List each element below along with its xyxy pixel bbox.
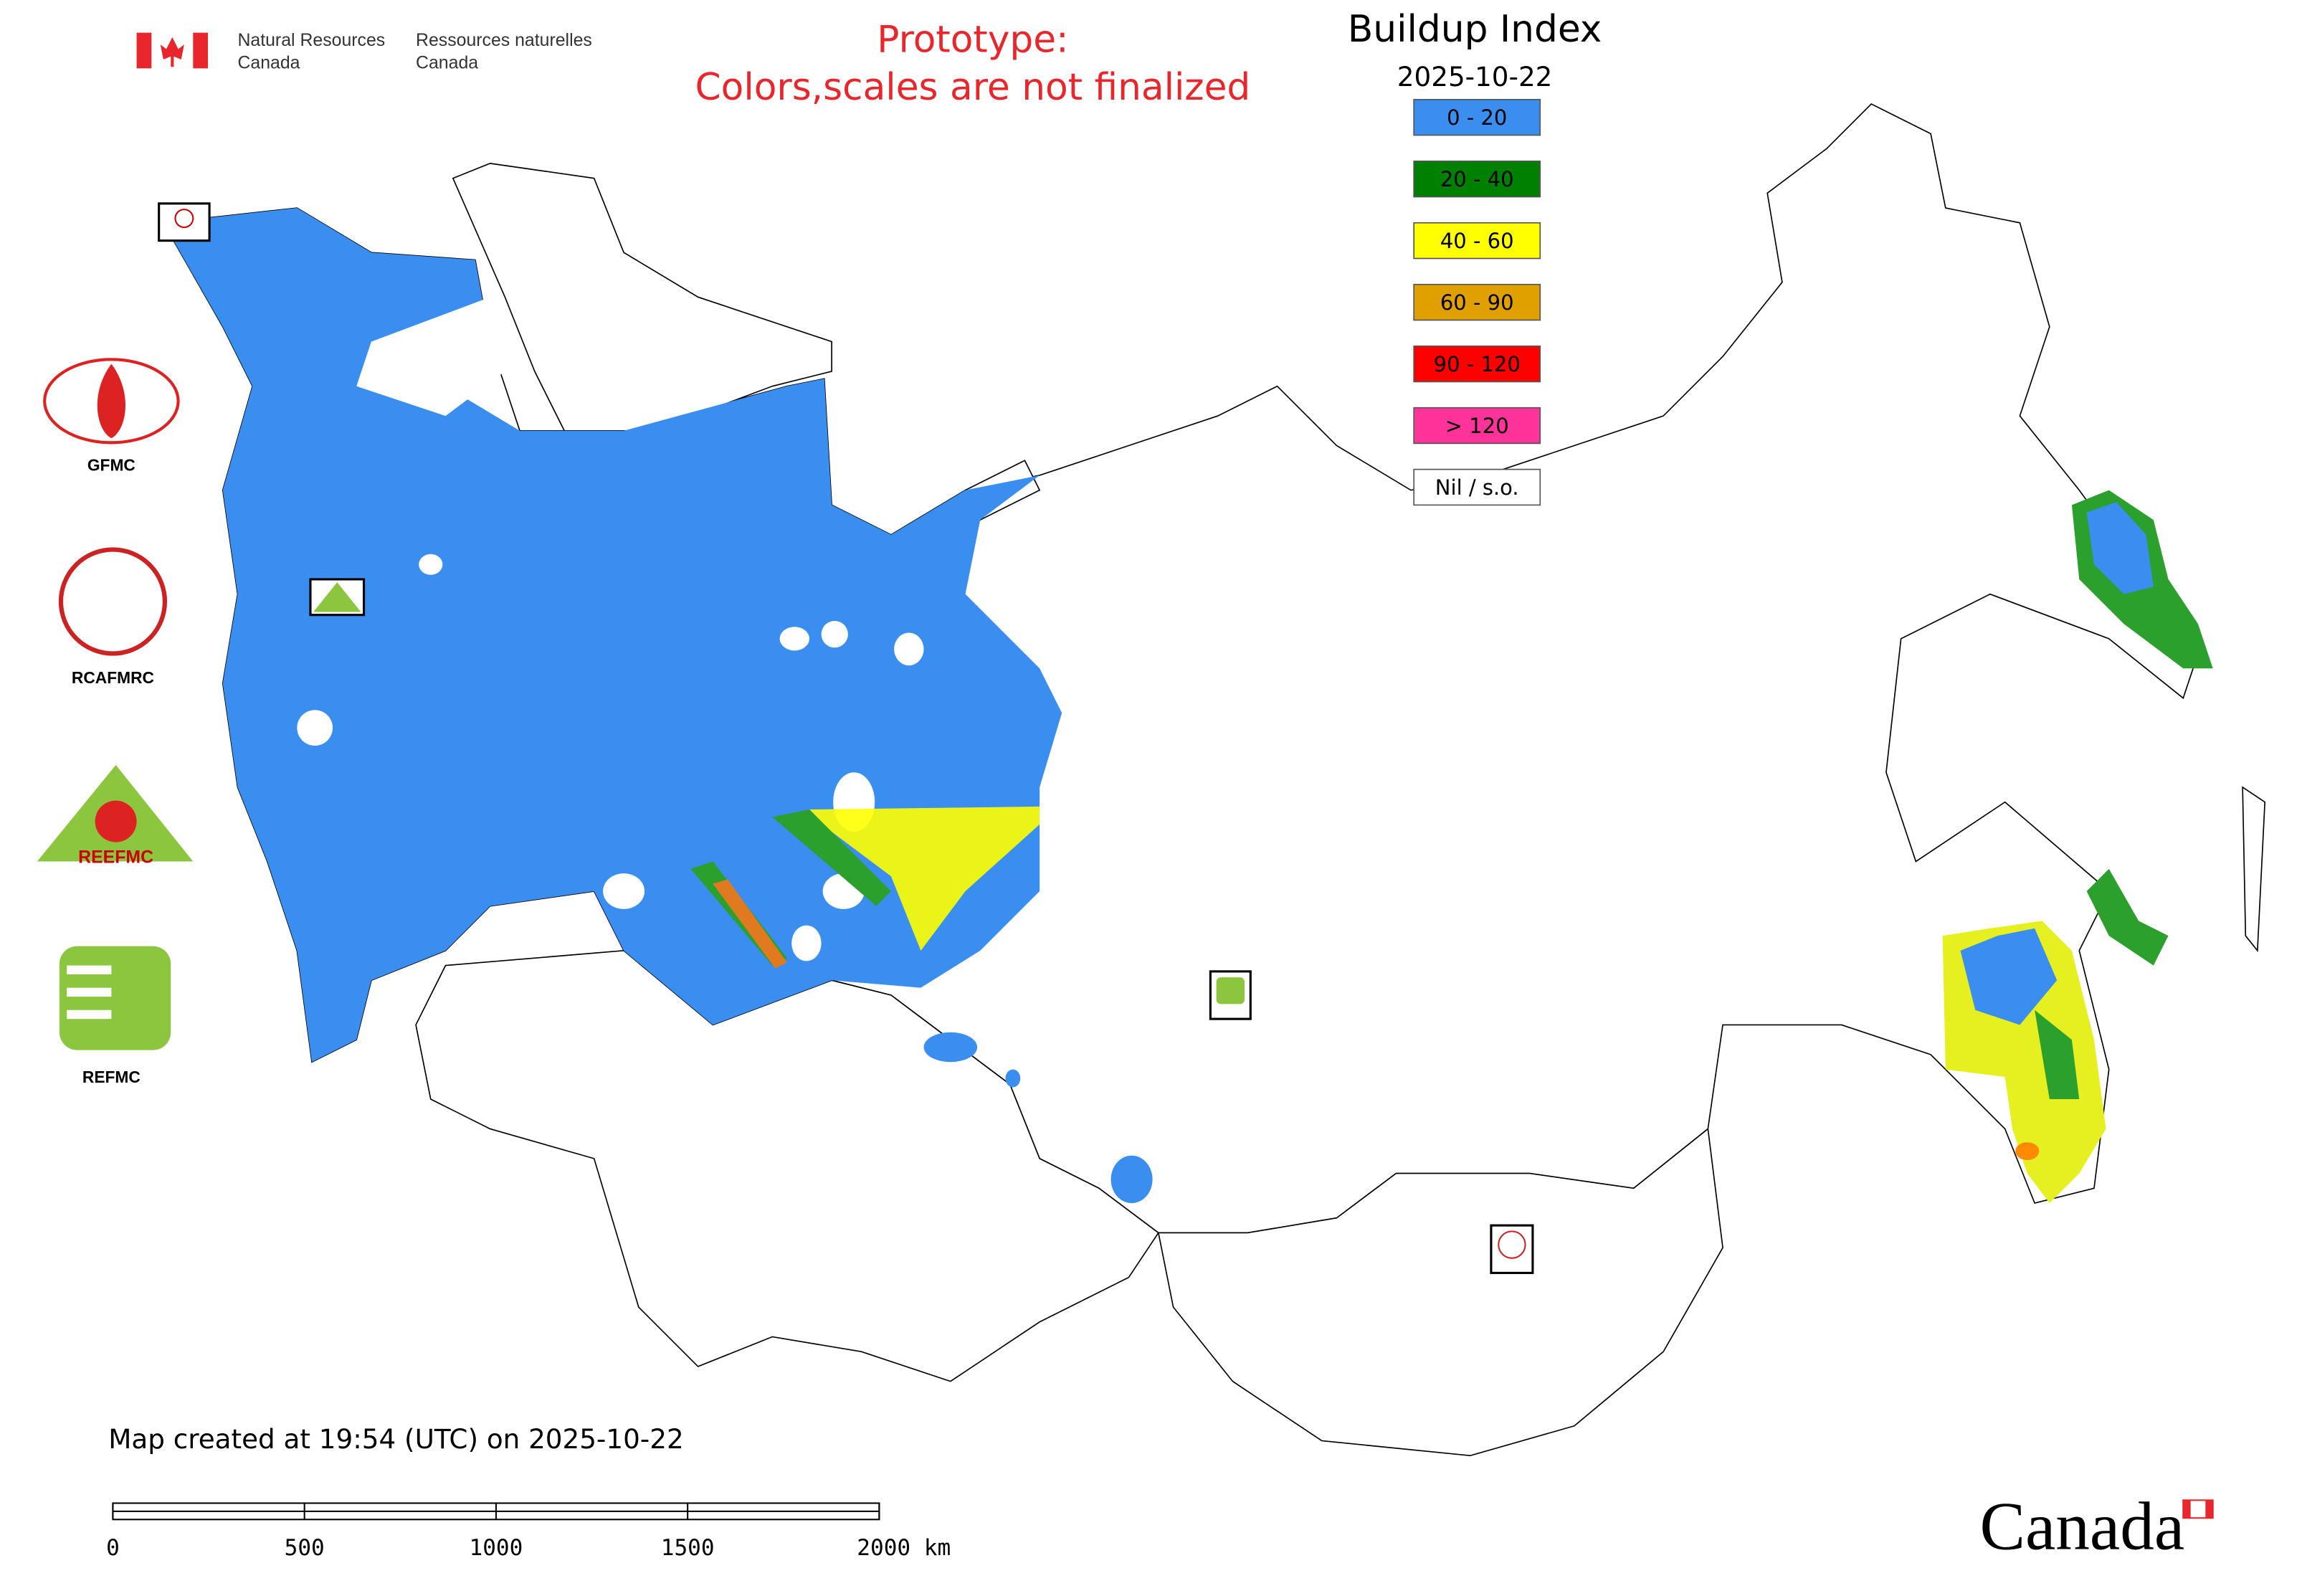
agency-name-fr: Canada	[416, 53, 478, 72]
legend-label: Nil / s.o.	[1435, 475, 1519, 500]
no-data-hole	[297, 710, 333, 746]
no-data-hole	[356, 297, 505, 417]
wordmark-flag	[2205, 1500, 2213, 1519]
flag-bar	[193, 32, 209, 69]
low-index-area	[923, 1032, 978, 1063]
legend-swatch	[1413, 222, 1541, 260]
no-data-hole	[603, 873, 645, 909]
kazakhstan-outline	[415, 950, 1159, 1382]
legend-swatch	[1413, 283, 1541, 321]
prototype-notice: Colors,scales are not finalized	[695, 66, 1251, 109]
map-marker-logo	[158, 202, 211, 242]
canada-wordmark: Canada	[1979, 1488, 2214, 1564]
logo-icon	[1498, 1230, 1526, 1259]
scale-label: 1500	[661, 1535, 715, 1561]
map-marker-logo	[1490, 1224, 1534, 1274]
scale-label: 2000 km	[857, 1535, 951, 1561]
refmc-logo	[67, 987, 112, 997]
logo-text: REEFMC	[78, 848, 153, 868]
index-fill	[163, 208, 2213, 1204]
refmc-logo	[59, 946, 171, 1050]
legend-label: > 120	[1445, 414, 1509, 438]
logo-label: REFMC	[82, 1068, 141, 1086]
no-data-hole	[821, 620, 848, 648]
legend-swatch	[1413, 160, 1541, 198]
logo-label: GFMC	[87, 456, 135, 475]
legend-swatch	[1413, 345, 1541, 383]
maple-leaf	[160, 37, 184, 67]
prototype-notice: Prototype:	[877, 19, 1068, 62]
logo-icon	[1216, 977, 1245, 1004]
gfmc-logo	[97, 364, 125, 439]
logo-icon	[313, 582, 361, 612]
no-data-hole	[791, 925, 822, 961]
logo-label: RCAFMRC	[72, 668, 154, 687]
legend-label: 90 - 120	[1434, 352, 1521, 376]
flag-bar	[136, 32, 152, 69]
legend: Buildup Index 2025-10-22 0 - 20 20 - 40 40…	[1348, 8, 1602, 506]
scandinavia-outline	[452, 163, 832, 432]
legend-label: 20 - 40	[1440, 167, 1514, 191]
scale-label: 1000	[470, 1535, 523, 1561]
gfmc-logo	[43, 358, 180, 445]
agency-name-en: Canada	[237, 53, 300, 72]
low-index-area	[1110, 1155, 1153, 1204]
legend-swatch	[1413, 407, 1541, 445]
mongolia-outline	[1157, 1127, 1723, 1457]
scale-label: 0	[106, 1535, 120, 1561]
legend-date: 2025-10-22	[1397, 61, 1553, 92]
moderate-streaks	[809, 806, 1040, 951]
refmc-logo	[67, 1010, 112, 1020]
scale-label: 500	[285, 1535, 325, 1561]
sakhalin-outline	[2242, 786, 2266, 953]
amur-fill	[1960, 928, 2058, 1025]
no-data-hole	[894, 632, 924, 666]
legend-swatch	[1413, 468, 1541, 506]
legend-title: Buildup Index	[1348, 8, 1602, 51]
moderate-streaks	[772, 809, 891, 906]
legend-label: 40 - 60	[1440, 229, 1514, 253]
agency-header: Natural Resources Canada Ressources natu…	[136, 31, 592, 72]
no-data-hole	[419, 554, 443, 575]
rcafmrc-logo	[58, 547, 168, 656]
coastal-fill	[2086, 868, 2169, 966]
wordmark-flag	[2183, 1500, 2191, 1519]
reefmc-logo	[95, 800, 137, 842]
wordmark: Canada	[1979, 1488, 2184, 1564]
agency-name-en: Natural Resources	[237, 31, 385, 50]
no-data-hole	[779, 627, 810, 651]
agency-name-fr: Ressources naturelles	[416, 31, 592, 50]
logo-icon	[174, 209, 194, 229]
low-index-area	[1005, 1069, 1021, 1088]
refmc-logo	[67, 965, 112, 975]
amur-fill	[2035, 1010, 2080, 1100]
legend-label: 0 - 20	[1447, 105, 1507, 130]
scale-bar: 0 500 1000 1500 2000 km	[106, 1502, 951, 1561]
kamchatka-fill	[2086, 502, 2154, 594]
legend-label: 60 - 90	[1440, 290, 1514, 315]
legend-swatch	[1413, 98, 1541, 136]
creation-note: Map created at 19:54 (UTC) on 2025-10-22	[108, 1423, 683, 1455]
logos: GFMC RCAFMRC REEFMC REFMC	[37, 202, 1534, 1274]
high-streak	[713, 879, 787, 969]
high-index-spot	[2015, 1142, 2040, 1160]
